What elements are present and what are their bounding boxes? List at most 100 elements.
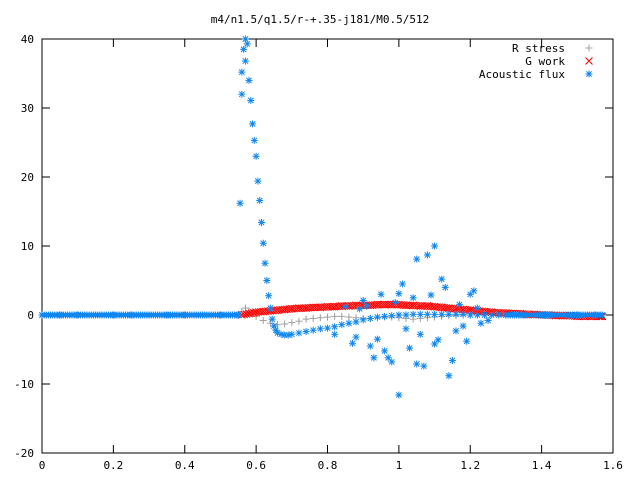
data-point	[416, 310, 424, 318]
data-point	[233, 311, 241, 319]
data-point	[238, 90, 246, 98]
x-tick-label: 0.4	[175, 459, 195, 472]
data-point	[484, 317, 492, 325]
x-tick-label: 0	[39, 459, 46, 472]
chart-title: m4/n1.5/q1.5/r-+.35-j181/M0.5/512	[211, 13, 430, 26]
data-point	[413, 255, 421, 263]
data-point	[596, 311, 604, 319]
data-point	[473, 311, 481, 319]
data-point	[466, 290, 474, 298]
data-point	[409, 310, 417, 318]
data-point	[236, 199, 244, 207]
data-point	[316, 325, 324, 333]
data-point	[373, 335, 381, 343]
data-point	[281, 320, 289, 328]
data-point	[259, 239, 267, 247]
data-point	[463, 337, 471, 345]
y-tick-label: -20	[14, 447, 34, 460]
data-point	[266, 304, 274, 312]
data-point	[263, 277, 271, 284]
data-point	[338, 321, 346, 329]
data-point	[420, 362, 428, 370]
legend-marker	[585, 70, 593, 78]
data-point	[356, 305, 364, 313]
data-point	[265, 292, 273, 300]
data-point	[249, 120, 257, 128]
data-point	[241, 57, 249, 65]
legend-marker	[585, 57, 593, 65]
data-point	[242, 310, 251, 318]
data-point	[481, 311, 489, 319]
data-point	[413, 360, 421, 368]
data-point	[366, 314, 374, 322]
data-point	[416, 330, 424, 338]
data-point	[268, 315, 276, 323]
plot-frame	[41, 38, 614, 454]
data-point	[406, 344, 414, 352]
data-point	[459, 310, 467, 318]
data-point	[288, 319, 296, 327]
x-tick-label: 0.2	[103, 459, 123, 472]
data-point	[243, 40, 251, 48]
data-point	[381, 347, 389, 355]
data-point	[466, 311, 474, 319]
data-point	[395, 311, 403, 319]
data-point	[431, 340, 439, 348]
data-point	[377, 290, 385, 298]
data-point	[495, 311, 503, 319]
y-axis: -20 -10 0 10 20 30 40	[14, 33, 613, 460]
x-tick-label: 1.4	[532, 459, 552, 472]
data-point	[348, 339, 356, 347]
x-tick-label: 1.2	[460, 459, 480, 472]
data-point	[438, 275, 446, 283]
data-point	[388, 312, 396, 320]
data-series	[38, 35, 607, 399]
data-point	[245, 309, 253, 318]
data-point	[309, 314, 317, 322]
legend-label: G work	[525, 55, 565, 68]
data-point	[473, 304, 481, 312]
data-point	[277, 330, 285, 338]
x-axis: 0 0.2 0.4 0.6 0.8 1 1.2 1.4 1.6	[39, 39, 623, 472]
data-point	[316, 314, 324, 322]
data-point	[341, 303, 349, 311]
data-point	[261, 259, 269, 267]
data-point	[240, 45, 248, 53]
x-tick-label: 0.8	[318, 459, 338, 472]
data-point	[352, 333, 360, 341]
data-point	[402, 311, 410, 319]
data-point	[331, 330, 339, 338]
data-point	[331, 323, 339, 331]
data-point	[370, 354, 378, 362]
data-point	[257, 219, 265, 227]
data-point	[359, 297, 367, 305]
data-point	[238, 68, 246, 76]
legend-marker	[585, 44, 593, 52]
data-point	[366, 342, 374, 350]
data-point	[452, 327, 460, 335]
data-point	[324, 324, 331, 332]
data-point	[381, 312, 389, 320]
legend-label: Acoustic flux	[479, 68, 565, 81]
data-point	[431, 310, 439, 318]
data-point	[338, 312, 346, 320]
data-point	[359, 316, 367, 324]
data-point	[409, 294, 417, 302]
x-tick-label: 0.6	[246, 459, 266, 472]
data-point	[240, 310, 249, 319]
data-point	[256, 196, 264, 204]
data-point	[247, 96, 255, 104]
x-tick-label: 1	[396, 459, 403, 472]
y-tick-label: 40	[21, 33, 34, 46]
data-point	[398, 280, 406, 288]
y-tick-label: 0	[27, 309, 34, 322]
data-point	[345, 313, 353, 321]
data-point	[245, 76, 253, 84]
data-point	[448, 357, 456, 365]
data-point	[363, 302, 371, 310]
data-point	[254, 177, 262, 185]
data-point	[247, 309, 256, 318]
data-point	[423, 251, 431, 259]
y-tick-label: 30	[21, 102, 34, 115]
data-point	[395, 290, 403, 298]
